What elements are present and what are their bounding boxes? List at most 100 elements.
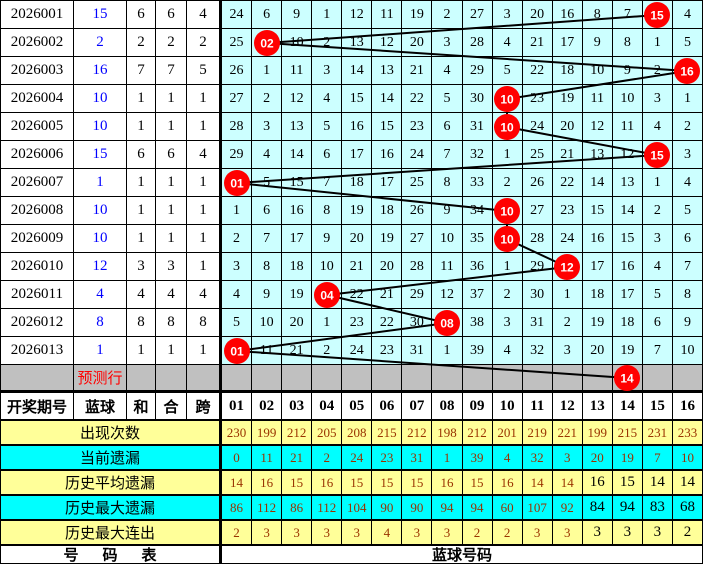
omission-cell: 1 [492,141,523,169]
left-table-row: 2026002 2 2 2 2 [1,29,219,57]
span-cell: 1 [187,169,219,197]
omission-cell: 1 [492,253,523,281]
prediction-cell [372,365,403,391]
omission-cell: 31 [522,309,553,337]
stat-value-cell: 212 [462,421,493,444]
stat-value-cell: 230 [222,421,253,444]
omission-cell: 17 [582,253,613,281]
combine-cell: 2 [156,29,187,57]
span-cell: 1 [187,337,219,365]
omission-cell: 2 [222,225,253,253]
stat-value-cell: 112 [312,496,343,519]
stat-value-cell: 68 [672,496,702,519]
omission-cell: 10 [282,29,313,57]
prediction-label: 预测行 [74,365,127,391]
omission-cell: 12 [282,85,313,113]
stat-value-cell: 39 [462,446,493,469]
grid-row: 2 7 17 9 20 19 27 10 35 28 24 16 15 3 6 [222,225,702,253]
omission-cell: 39 [462,337,493,365]
omission-cell: 30 [402,309,433,337]
omission-cell: 30 [462,85,493,113]
period-cell: 2026004 [1,85,74,113]
prediction-cell [402,365,433,391]
omission-cell: 16 [612,253,643,281]
omission-cell: 26 [402,197,433,225]
omission-cell: 14 [582,169,613,197]
left-table-row: 2026010 12 3 3 1 [1,253,219,281]
omission-cell: 3 [642,225,673,253]
blue-ball-cell: 10 [74,197,127,225]
omission-cell: 8 [312,197,343,225]
omission-cell: 15 [342,85,373,113]
vertical-divider [219,496,222,519]
stat-row-label: 历史平均遗漏 [1,471,219,494]
omission-cell: 26 [522,169,553,197]
omission-cell: 27 [222,85,253,113]
omission-cell: 35 [462,225,493,253]
omission-cell: 14 [342,57,373,85]
ball-column-header: 11 [522,393,553,419]
stat-row-label: 出现次数 [1,421,219,444]
stat-value-cell: 2 [312,446,343,469]
omission-cell: 10 [312,253,343,281]
trend-section: 2026001 15 6 6 4 2026002 2 2 2 2 2026003 16 7 7 5 20260… [1,1,702,391]
sum-cell: 1 [127,337,156,365]
omission-cell: 12 [342,1,373,29]
stat-value-cell: 215 [372,421,403,444]
omission-cell: 34 [462,197,493,225]
omission-cell: 19 [282,281,313,309]
omission-cell: 26 [222,57,253,85]
omission-cell: 18 [552,57,583,85]
stat-value-cell: 221 [552,421,583,444]
omission-cell: 16 [342,113,373,141]
period-cell: 2026001 [1,1,74,29]
sum-cell: 2 [127,29,156,57]
omission-cell: 5 [312,113,343,141]
sum-cell: 6 [127,1,156,29]
grid-row: 1 6 16 8 19 18 26 9 34 27 23 15 14 2 5 [222,197,702,225]
omission-cell: 4 [642,253,673,281]
omission-cell: 23 [342,309,373,337]
omission-cell: 5 [672,197,702,225]
omission-cell: 30 [522,281,553,309]
omission-cell: 15 [282,169,313,197]
stat-value-cell: 14 [522,471,553,494]
blue-ball-cell: 2 [74,29,127,57]
combine-cell: 1 [156,85,187,113]
omission-cell: 14 [612,197,643,225]
grid-row: 26 1 11 3 14 13 21 4 29 5 22 18 10 9 2 [222,57,702,85]
sum-cell: 3 [127,253,156,281]
stat-value-cell: 199 [252,421,283,444]
omission-cell: 4 [672,169,702,197]
sum-cell: 8 [127,309,156,337]
span-cell: 1 [187,197,219,225]
combine-cell: 1 [156,225,187,253]
omission-cell: 24 [222,1,253,29]
combine-cell: 4 [156,281,187,309]
prediction-row-left: 预测行 [1,365,219,391]
column-header-row: 开奖期号 蓝球和合跨 01 02 03 04 05 06 07 08 09 10 11 12 13 14 15 1… [1,391,702,419]
stat-value-cell: 215 [612,421,643,444]
stat-value-cell: 86 [222,496,253,519]
omission-cell: 22 [372,309,403,337]
left-table-row: 2026008 10 1 1 1 [1,197,219,225]
left-table-row: 2026012 8 8 8 8 [1,309,219,337]
prediction-cell [672,365,702,391]
stat-value-cell: 31 [402,446,433,469]
span-cell: 1 [187,253,219,281]
omission-cell: 7 [612,1,643,29]
combine-cell: 7 [156,57,187,85]
vertical-divider [219,546,222,563]
grid-row: 27 2 12 4 15 14 22 5 30 23 19 11 10 3 1 [222,85,702,113]
stat-value-cell: 3 [582,521,613,544]
ball-column-header: 12 [552,393,583,419]
prediction-cell [522,365,553,391]
left-header-cell: 跨 [187,393,219,419]
omission-cell [492,225,523,253]
omission-cell: 19 [372,225,403,253]
stat-value-cell: 212 [402,421,433,444]
stat-value-cell: 3 [552,521,583,544]
sum-cell: 7 [127,57,156,85]
omission-cell: 6 [642,309,673,337]
omission-cell: 10 [582,57,613,85]
